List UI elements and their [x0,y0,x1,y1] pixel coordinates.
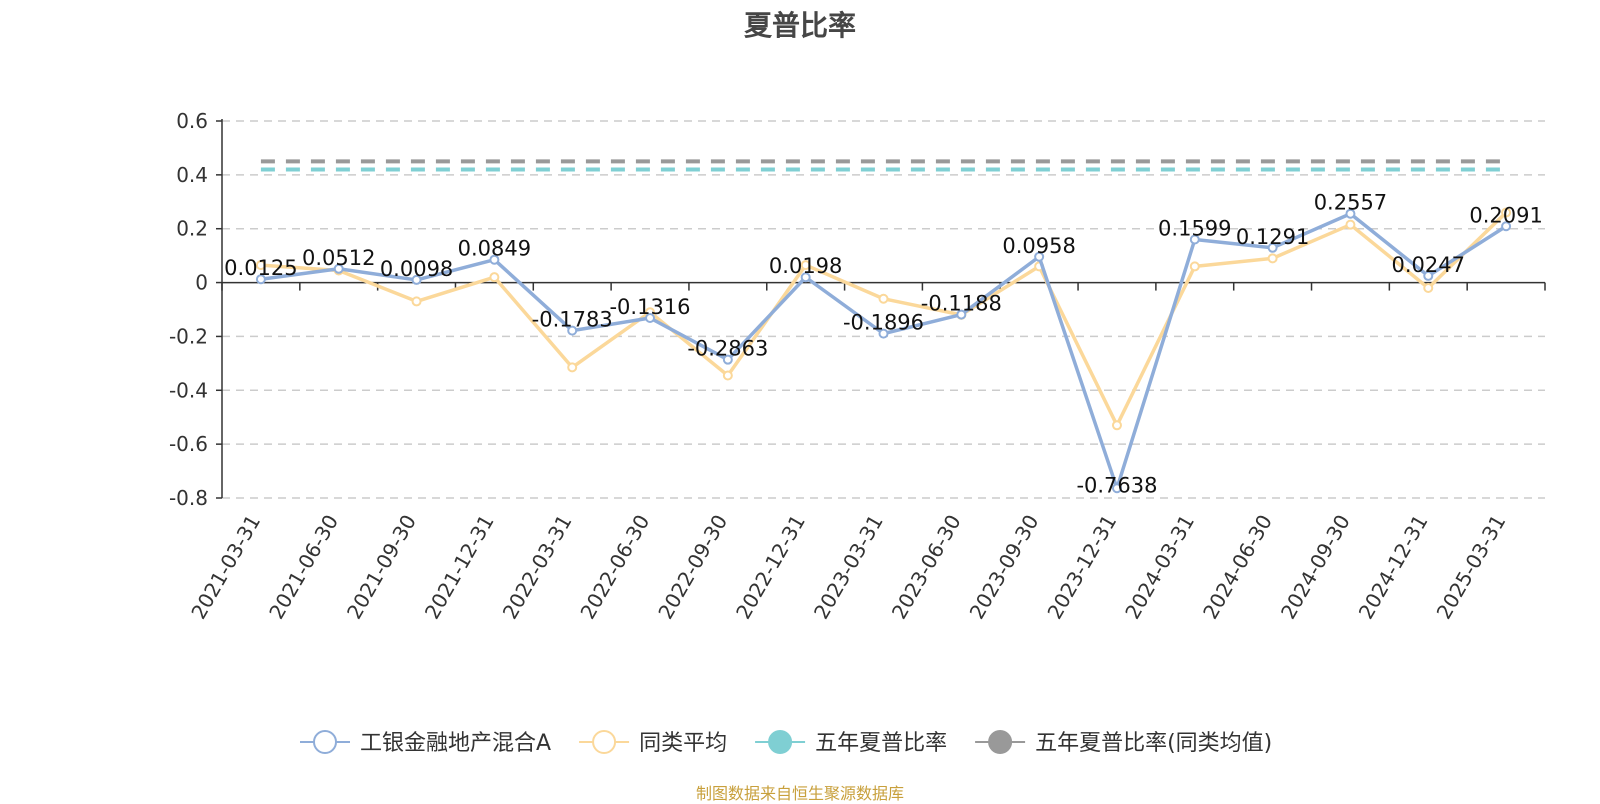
data-label: 0.2557 [1314,191,1387,215]
x-tick-label: 2021-12-31 [420,510,499,623]
data-point [333,263,344,274]
x-tick-label: 2024-09-30 [1276,511,1355,624]
data-point [800,260,811,271]
data-point [1423,270,1434,281]
data-point [878,293,889,304]
data-point [1111,483,1122,494]
data-label: 0.0958 [1002,234,1075,258]
y-tick-label: -0.6 [169,432,208,456]
data-label: 0.1599 [1158,217,1231,241]
data-point [1501,207,1512,218]
x-tick-label: 2021-03-31 [186,511,265,624]
data-point [1267,253,1278,264]
series-lines [255,207,1512,494]
data-label: 0.1291 [1236,225,1309,249]
data-label: 0.0125 [224,256,297,280]
data-point [956,309,967,320]
data-label: -0.1896 [843,311,924,335]
data-label: 0.0198 [769,254,842,278]
x-tick-label: 2023-03-31 [809,511,888,624]
legend-swatch-marker [313,730,337,754]
legend-swatch-marker [988,730,1013,754]
y-tick-label: -0.2 [169,324,208,348]
data-point [489,272,500,283]
legend-label: 五年夏普比率 [815,731,947,756]
x-tick-label: 2021-06-30 [264,511,343,624]
series-line [260,211,1508,491]
data-point [722,370,733,381]
data-label: -0.1188 [921,292,1002,316]
legend-label: 五年夏普比率(同类均值) [1035,731,1272,756]
reference-lines [260,159,1507,172]
y-tick-label: 0.4 [176,163,208,187]
x-tick-label: 2024-06-30 [1198,511,1277,624]
data-point [1345,208,1356,219]
data-point [411,296,422,307]
data-point [1423,282,1434,293]
x-tick-label: 2023-06-30 [887,510,966,623]
data-point [255,274,266,285]
x-tick-label: 2023-09-30 [965,511,1044,624]
legend-label: 同类平均 [639,731,727,756]
y-tick-label: 0.2 [176,217,208,241]
data-point [411,274,422,285]
data-label: -0.1316 [609,295,690,319]
data-label: -0.1783 [532,308,613,332]
data-point [489,254,500,265]
data-label: 0.0849 [458,237,531,261]
data-label: -0.2863 [687,337,768,361]
legend-label: 工银金融地产混合A [360,731,551,756]
data-point [1189,234,1200,245]
data-point [800,272,811,283]
x-tick-label: 2022-06-30 [575,511,654,624]
data-point [1501,221,1512,232]
data-label: -0.7638 [1076,473,1157,497]
data-point [567,325,578,336]
x-tick-label: 2025-03-31 [1432,511,1511,624]
data-label: 0.0512 [302,246,375,270]
data-point [722,354,733,365]
y-tick-label: -0.8 [169,486,208,510]
data-point [1034,251,1045,262]
x-tick-label: 2024-03-31 [1120,511,1199,624]
chart-title: 夏普比率 [743,9,856,42]
data-label: 0.2091 [1469,203,1542,227]
y-tick-label: 0 [195,271,208,295]
x-tick-label: 2021-09-30 [342,511,421,624]
data-point [255,260,266,271]
legend-swatch-marker [592,730,617,754]
x-tick-label: 2022-03-31 [498,511,577,624]
data-point [878,328,889,339]
legend-swatch-marker [768,730,793,754]
axes: 0.60.40.20-0.2-0.4-0.6-0.82021-03-312021… [169,109,1546,624]
x-tick-label: 2023-12-31 [1042,511,1121,624]
y-tick-label: 0.6 [176,109,208,133]
data-label: 0.0247 [1392,253,1465,277]
y-tick-label: -0.4 [169,378,208,402]
data-label: 0.0098 [380,257,453,281]
legend[interactable]: 工银金融地产混合A 同类平均 五年夏普比率 五年夏普比率(同类均值) [300,730,1272,756]
data-point [1267,242,1278,253]
x-tick-label: 2022-09-30 [653,511,732,624]
data-point [1189,261,1200,272]
data-point [645,313,656,324]
data-point [1345,219,1356,230]
x-tick-label: 2024-12-31 [1354,511,1433,624]
grid-lines [222,120,1545,499]
x-tick-label: 2022-12-31 [731,511,810,624]
data-point [567,362,578,373]
data-source-note: 制图数据来自恒生聚源数据库 [695,784,904,803]
data-point [1111,420,1122,431]
